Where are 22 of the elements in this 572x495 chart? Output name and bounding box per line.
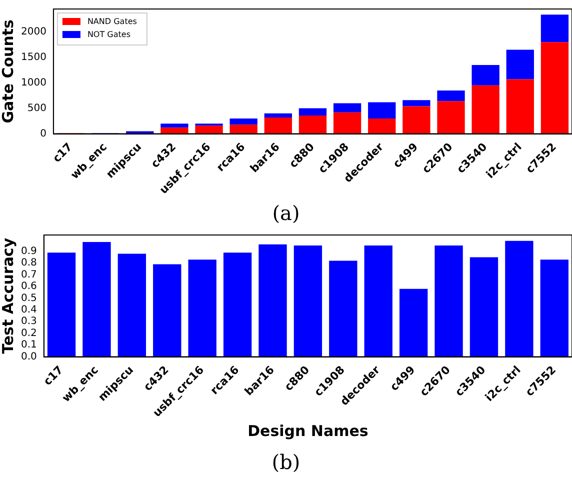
y-tick-label: 0.8 xyxy=(20,258,37,269)
y-tick-label: 0.3 xyxy=(20,316,37,328)
y-axis-title: Test Accuracy xyxy=(0,238,17,354)
y-tick-label: 0.0 xyxy=(20,351,37,362)
legend-label: NAND Gates xyxy=(87,17,137,26)
y-tick-label: 0.9 xyxy=(20,246,37,257)
y-tick-label: 0.4 xyxy=(20,304,37,316)
y-tick-label: 2000 xyxy=(20,26,46,38)
text: (b) xyxy=(270,449,302,476)
x-axis-title: Design Names xyxy=(248,422,368,440)
y-tick-label: 500 xyxy=(27,102,46,114)
y-tick-label: 0.2 xyxy=(20,328,37,339)
y-tick-label: 1500 xyxy=(20,52,46,63)
y-tick-label: 0.1 xyxy=(20,340,37,351)
y-tick-label: 0.5 xyxy=(20,292,37,304)
text: (a) xyxy=(271,200,301,226)
y-tick-label: 0 xyxy=(40,128,46,140)
y-tick-label: 0.7 xyxy=(20,269,37,280)
legend-label: NOT Gates xyxy=(87,30,130,40)
y-tick-label: 0.6 xyxy=(20,281,37,292)
y-axis-title: Gate Counts xyxy=(0,19,17,124)
y-tick-label: 1000 xyxy=(20,77,46,88)
